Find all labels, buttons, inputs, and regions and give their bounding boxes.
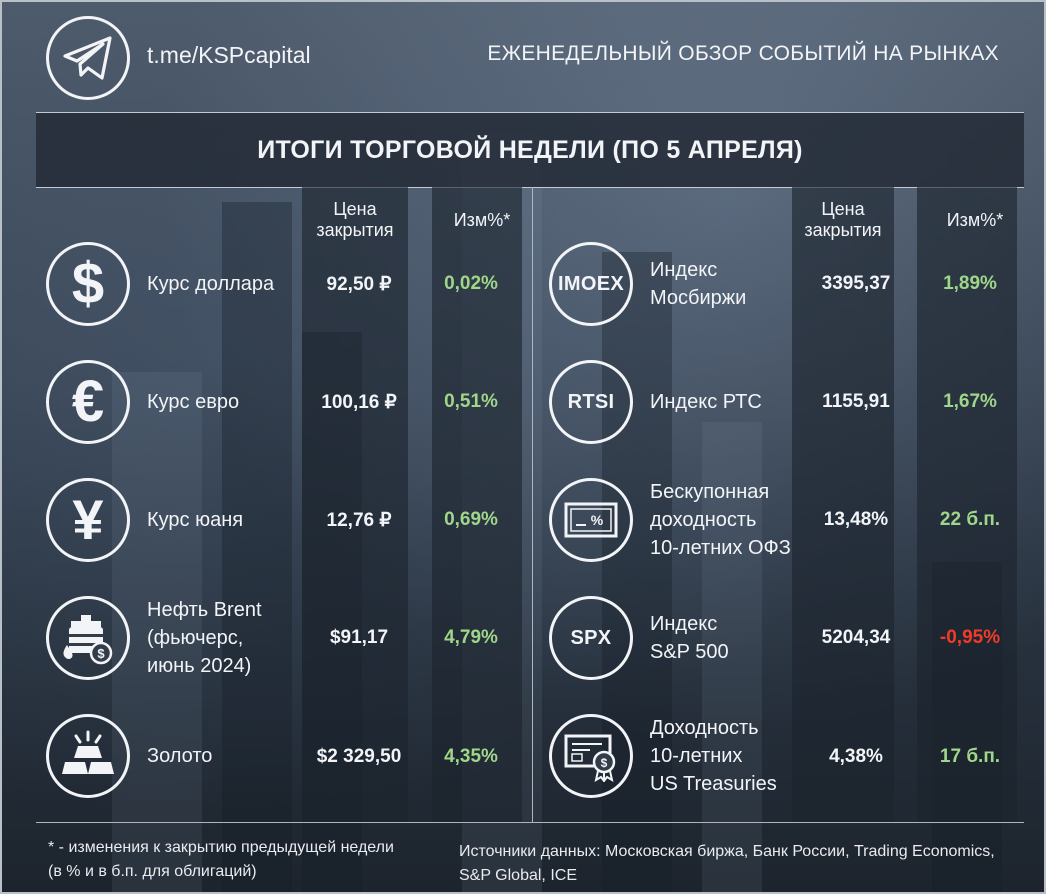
row-label-line: июнь 2024) [147, 655, 252, 677]
right-change-header: Изм%* [946, 210, 1004, 230]
footer-divider [36, 822, 1024, 823]
right-change-column [917, 187, 1017, 822]
change-value: 4,79% [444, 627, 498, 648]
treasury-certificate-icon: $ [549, 714, 633, 798]
left-price-header: Цена закрытия [302, 199, 408, 241]
data-sources: Источники данных: Московская биржа, Банк… [459, 843, 995, 884]
svg-text:$: $ [97, 646, 105, 661]
row-label-line: Индекс [650, 259, 718, 281]
euro-symbol: € [71, 369, 105, 434]
row-label-line: Курс юаня [147, 509, 244, 531]
row-label: Индекс Мосбиржи [650, 242, 746, 326]
row-label-line: Мосбиржи [650, 287, 747, 309]
right-price-column [792, 187, 894, 822]
dollar-symbol: $ [71, 251, 105, 316]
row-label-line: Бескупонная [650, 481, 770, 503]
spx-icon: SPX [549, 596, 633, 680]
svg-text:$: $ [601, 756, 608, 770]
price-header-line: Цена [333, 199, 377, 219]
page-title: ИТОГИ ТОРГОВОЙ НЕДЕЛИ (ПО 5 АПРЕЛЯ) [36, 112, 1024, 188]
yuan-symbol: ¥ [72, 488, 104, 551]
rtsi-badge: RTSI [567, 390, 615, 413]
spx-badge: SPX [570, 626, 612, 649]
row-label-line: Курс доллара [147, 273, 275, 295]
rtsi-icon: RTSI [549, 360, 633, 444]
bond-certificate-icon: % [549, 478, 633, 562]
row-label-line: (фьючерс, [147, 627, 244, 649]
right-price-header: Цена закрытия [792, 199, 894, 241]
price-value: 12,76 ₽ [326, 510, 392, 531]
row-label: Нефть Brent (фьючерс, июнь 2024) [147, 596, 262, 680]
row-label-line: Курс евро [147, 391, 240, 413]
price-value: 13,48% [823, 509, 889, 530]
footnote-line: * - изменения к закрытию предыдущей неде… [48, 839, 394, 856]
row-label: Индекс S&P 500 [650, 596, 729, 680]
svg-text:%: % [591, 512, 604, 528]
row-label-line: S&P 500 [650, 641, 729, 663]
change-value: 1,67% [943, 391, 997, 412]
left-price-column [302, 187, 408, 822]
left-change-header: Изм%* [453, 210, 511, 230]
row-label: Курс юаня [147, 478, 243, 562]
row-label-line: Золото [147, 745, 213, 767]
row-label-line: Индекс [650, 613, 718, 635]
footnote-line: (в % и в б.п. для облигаций) [48, 863, 257, 880]
row-label-line: US Treasuries [650, 773, 777, 795]
change-value: 0,69% [444, 509, 498, 530]
background-building [702, 422, 762, 892]
left-change-column [432, 187, 522, 822]
row-label-line: доходность [650, 509, 757, 531]
dollar-icon: $ [46, 242, 130, 326]
row-label: Курс доллара [147, 242, 274, 326]
telegram-logo-icon[interactable] [46, 16, 130, 100]
price-value: 100,16 ₽ [321, 392, 397, 413]
price-header-line: закрытия [804, 220, 882, 240]
background-building [222, 202, 292, 892]
row-label: Индекс РТС [650, 360, 762, 444]
imoex-icon: IMOEX [549, 242, 633, 326]
price-value: 4,38% [829, 746, 883, 767]
price-header-line: Цена [821, 199, 865, 219]
center-divider [532, 187, 533, 822]
row-label: Золото [147, 714, 212, 798]
oil-barrel-icon: $ [46, 596, 130, 680]
row-label: Курс евро [147, 360, 239, 444]
change-value: -0,95% [939, 627, 1001, 648]
row-label-line: Доходность [650, 717, 759, 739]
channel-link[interactable]: t.me/KSPcapital [147, 42, 311, 68]
change-value: 22 б.п. [939, 509, 1001, 530]
yuan-icon: ¥ [46, 478, 130, 562]
row-label-line: Индекс РТС [650, 391, 762, 413]
change-value: 0,51% [444, 391, 498, 412]
price-value: 5204,34 [821, 627, 891, 648]
price-value: 1155,91 [822, 391, 890, 412]
price-header-line: закрытия [316, 220, 394, 240]
price-value: $91,17 [329, 627, 389, 648]
euro-icon: € [46, 360, 130, 444]
change-value: 0,02% [444, 273, 498, 294]
change-value: 1,89% [943, 273, 997, 294]
row-label-line: 10-летних ОФЗ [650, 537, 791, 559]
gold-bars-icon [46, 714, 130, 798]
row-label-line: Нефть Brent [147, 599, 262, 621]
price-value: 3395,37 [821, 273, 891, 294]
row-label: Бескупонная доходность 10-летних ОФЗ [650, 478, 791, 562]
row-label-line: 10-летних [650, 745, 743, 767]
row-label: Доходность 10-летних US Treasuries [650, 714, 777, 798]
change-value: 17 б.п. [939, 746, 1001, 767]
price-value: $2 329,50 [316, 746, 402, 767]
page-header-title: ЕЖЕНЕДЕЛЬНЫЙ ОБЗОР СОБЫТИЙ НА РЫНКАХ [487, 42, 999, 65]
change-value: 4,35% [444, 746, 498, 767]
footnote: * - изменения к закрытию предыдущей неде… [48, 836, 394, 884]
price-value: 92,50 ₽ [326, 274, 392, 295]
imoex-badge: IMOEX [558, 272, 624, 295]
